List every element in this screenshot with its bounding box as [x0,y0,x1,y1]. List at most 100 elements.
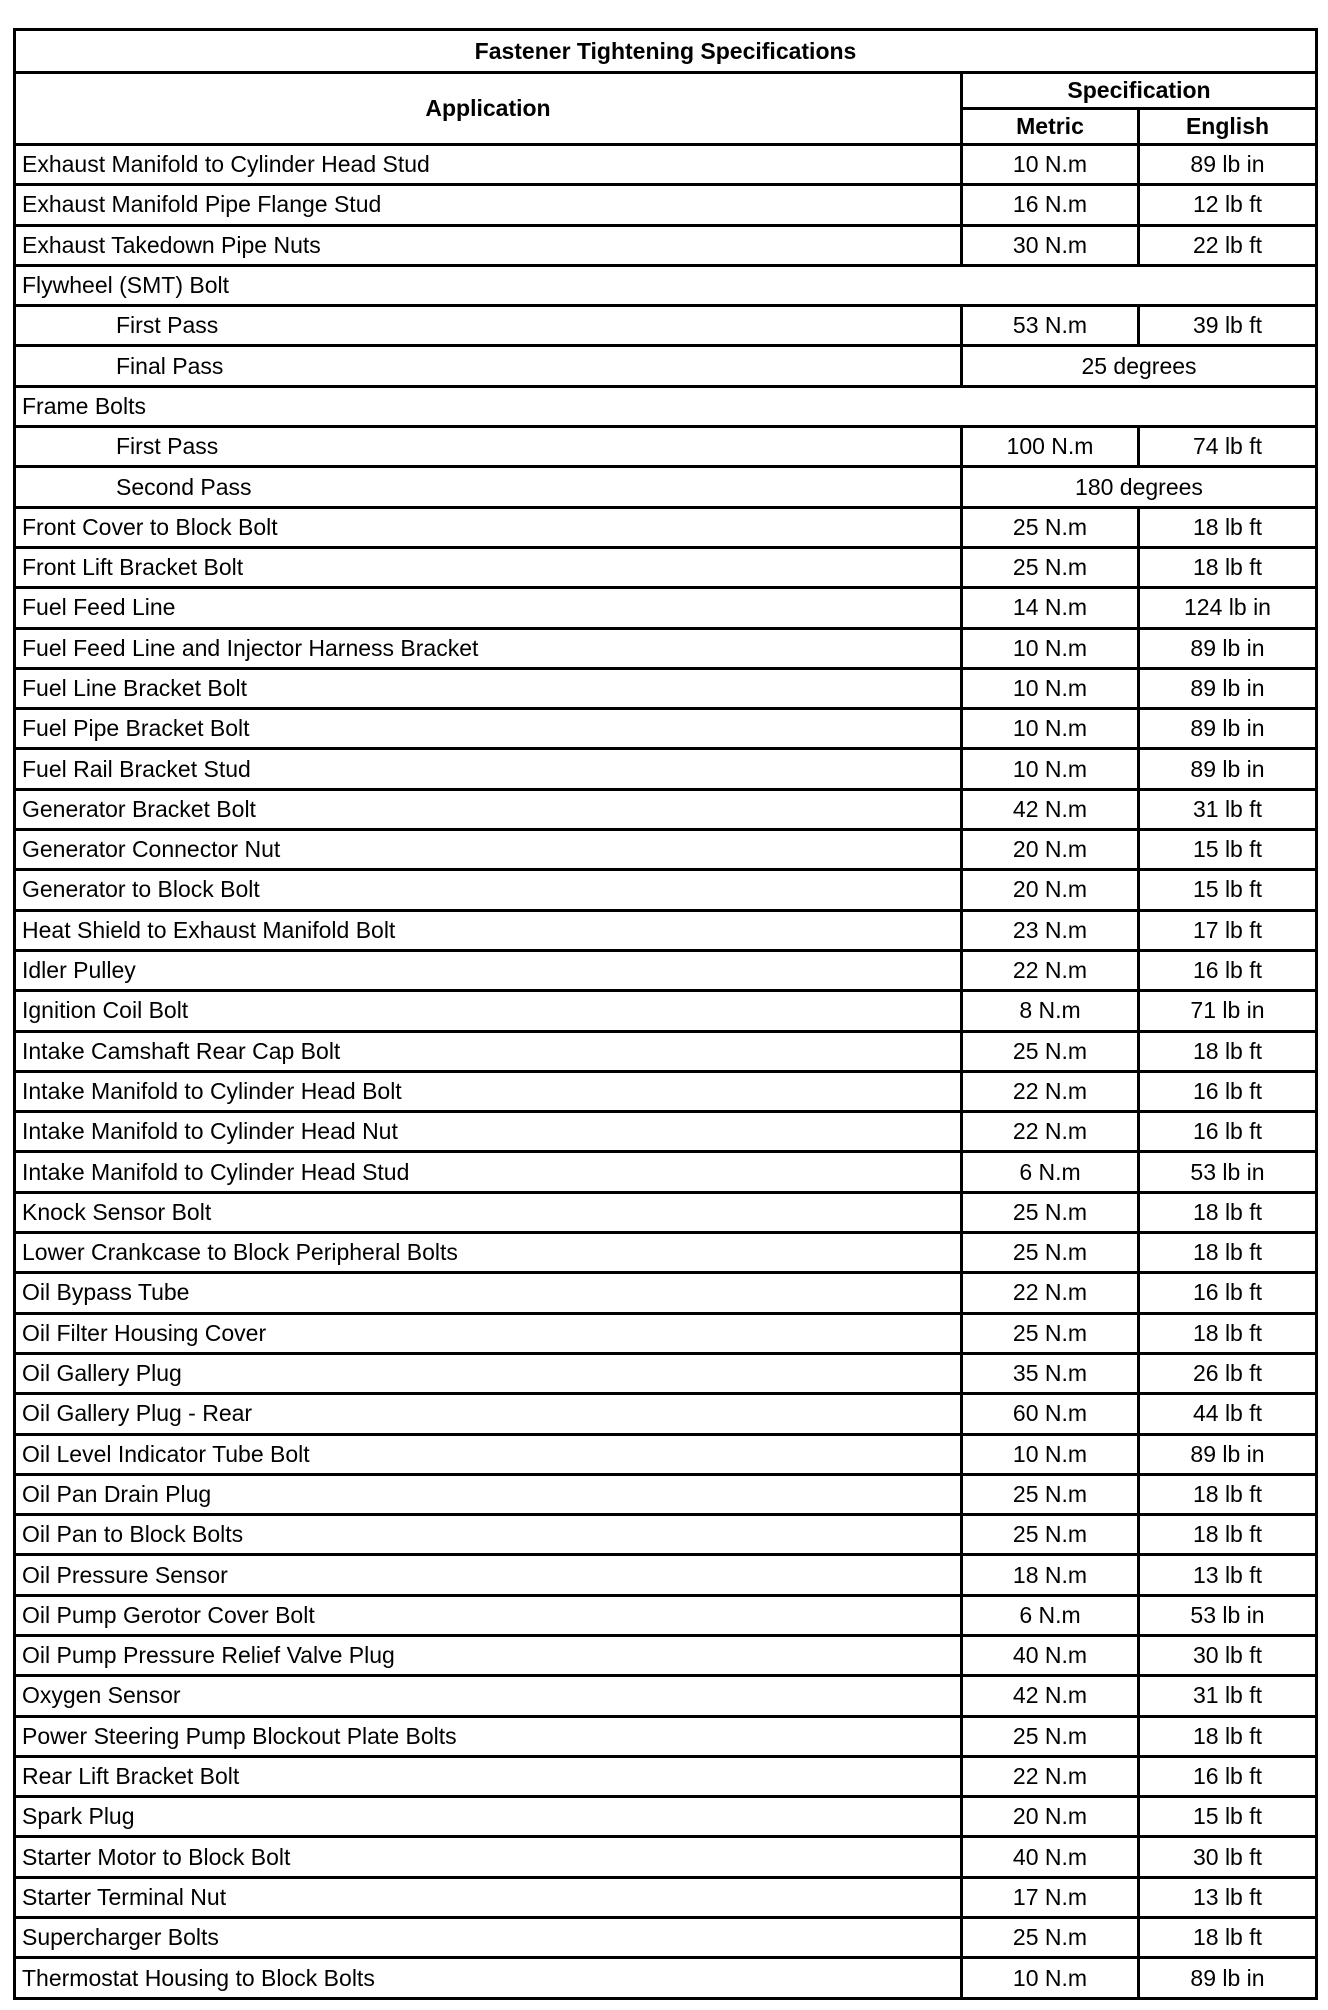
table-row: Exhaust Takedown Pipe Nuts 30 N.m 22 lb ft [13,223,1318,267]
application-cell: Exhaust Manifold Pipe Flange Stud [13,183,963,227]
table-row: Exhaust Manifold Pipe Flange Stud 16 N.m 1… [13,183,1318,227]
english-cell: 30 lb ft [1137,1633,1318,1678]
table-row: Oil Level Indicator Tube Bolt 10 N.m 89 lb… [13,1432,1318,1476]
application-cell: Oil Filter Housing Cover [13,1311,963,1355]
english-cell: 18 lb ft [1137,1472,1318,1517]
application-cell: Front Cover to Block Bolt [13,505,963,549]
metric-cell: 20 N.m [960,828,1140,872]
table-row: Oil Pan to Block Bolts 25 N.m 18 lb ft [13,1513,1318,1557]
english-cell: 89 lb in [1137,626,1318,670]
metric-cell: 10 N.m [960,747,1140,791]
metric-cell: 25 N.m [960,1916,1140,1960]
english-cell: 18 lb ft [1137,1190,1318,1235]
table-row: Front Lift Bracket Bolt 25 N.m 18 lb ft [13,545,1318,590]
english-cell: 22 lb ft [1137,223,1318,267]
table-row: Spark Plug 20 N.m 15 lb ft [13,1795,1318,1839]
english-cell: 16 lb ft [1137,1754,1318,1799]
application-cell: Rear Lift Bracket Bolt [13,1754,963,1799]
english-cell: 44 lb ft [1137,1392,1318,1436]
application-cell: Oil Gallery Plug [13,1351,963,1396]
english-cell: 16 lb ft [1137,1110,1318,1154]
table-row: Starter Motor to Block Bolt 40 N.m 30 lb f… [13,1835,1318,1879]
english-cell: 18 lb ft [1137,1231,1318,1275]
english-cell: 124 lb in [1137,586,1318,630]
english-cell: 39 lb ft [1137,304,1318,348]
header-specification: Specification [960,71,1318,110]
application-cell: Idler Pulley [13,948,963,993]
application-cell: Flywheel (SMT) Bolt [13,263,1318,308]
metric-cell: 25 N.m [960,1029,1140,1073]
application-cell: Fuel Rail Bracket Stud [13,747,963,791]
application-cell: Intake Manifold to Cylinder Head Nut [13,1110,963,1154]
table-row: Fuel Feed Line and Injector Harness Brac… [13,626,1318,670]
application-cell: Oil Pump Gerotor Cover Bolt [13,1593,963,1637]
table-row: Oil Gallery Plug 35 N.m 26 lb ft [13,1351,1318,1396]
table-row: Exhaust Manifold to Cylinder Head Stud 10… [13,142,1318,187]
metric-cell: 40 N.m [960,1633,1140,1678]
table-row: First Pass 53 N.m 39 lb ft [13,304,1318,348]
english-cell: 89 lb in [1137,666,1318,711]
application-cell: Exhaust Manifold to Cylinder Head Stud [13,142,963,187]
metric-cell: 35 N.m [960,1351,1140,1396]
application-cell: Starter Terminal Nut [13,1875,963,1920]
english-cell: 89 lb in [1137,142,1318,187]
metric-cell: 17 N.m [960,1875,1140,1920]
header-application: Application [13,71,963,146]
application-cell: Final Pass [13,344,963,388]
english-cell: 53 lb in [1137,1150,1318,1194]
english-cell: 89 lb in [1137,1956,1318,2000]
table-row: Oil Pressure Sensor 18 N.m 13 lb ft [13,1553,1318,1597]
english-cell: 18 lb ft [1137,1916,1318,1960]
table-row: Fuel Feed Line 14 N.m 124 lb in [13,586,1318,630]
english-cell: 31 lb ft [1137,787,1318,832]
header-metric: Metric [960,107,1140,146]
application-cell: Fuel Feed Line and Injector Harness Brac… [13,626,963,670]
english-cell: 30 lb ft [1137,1835,1318,1879]
table-row: Flywheel (SMT) Bolt [13,263,1318,308]
table-row: Ignition Coil Bolt 8 N.m 71 lb in [13,989,1318,1033]
table-row: Frame Bolts [13,384,1318,429]
table-row: Oil Pump Pressure Relief Valve Plug 40 N.… [13,1633,1318,1678]
metric-cell: 53 N.m [960,304,1140,348]
metric-cell: 30 N.m [960,223,1140,267]
table-row: Idler Pulley 22 N.m 16 lb ft [13,948,1318,993]
application-cell: Ignition Coil Bolt [13,989,963,1033]
english-cell: 89 lb in [1137,1432,1318,1476]
metric-cell: 42 N.m [960,1674,1140,1718]
metric-cell: 22 N.m [960,1110,1140,1154]
english-cell: 18 lb ft [1137,545,1318,590]
english-cell: 71 lb in [1137,989,1318,1033]
table-row: Oil Pump Gerotor Cover Bolt 6 N.m 53 lb in [13,1593,1318,1637]
metric-cell: 100 N.m [960,425,1140,469]
table-row: Oil Pan Drain Plug 25 N.m 18 lb ft [13,1472,1318,1517]
application-cell: Fuel Feed Line [13,586,963,630]
metric-cell: 6 N.m [960,1150,1140,1194]
english-cell: 16 lb ft [1137,948,1318,993]
metric-cell: 25 N.m [960,1311,1140,1355]
table-row: Lower Crankcase to Block Peripheral Bolt… [13,1231,1318,1275]
metric-cell: 16 N.m [960,183,1140,227]
table-row: Generator Bracket Bolt 42 N.m 31 lb ft [13,787,1318,832]
table-title: Fastener Tightening Specifications [13,28,1318,74]
english-cell: 53 lb in [1137,1593,1318,1637]
table-row: Oxygen Sensor 42 N.m 31 lb ft [13,1674,1318,1718]
table-row: Fuel Line Bracket Bolt 10 N.m 89 lb in [13,666,1318,711]
table-row: Intake Manifold to Cylinder Head Bolt 22 … [13,1069,1318,1114]
table-row: Oil Filter Housing Cover 25 N.m 18 lb ft [13,1311,1318,1355]
metric-cell: 22 N.m [960,948,1140,993]
metric-cell: 25 N.m [960,1513,1140,1557]
application-cell: Intake Manifold to Cylinder Head Bolt [13,1069,963,1114]
application-cell: Second Pass [13,465,963,509]
metric-cell: 8 N.m [960,989,1140,1033]
application-cell: Oil Pump Pressure Relief Valve Plug [13,1633,963,1678]
english-cell: 15 lb ft [1137,868,1318,912]
table-row: Second Pass 180 degrees [13,465,1318,509]
metric-cell: 20 N.m [960,868,1140,912]
table-body: Exhaust Manifold to Cylinder Head Stud 10… [13,142,1318,2000]
table-row: Generator to Block Bolt 20 N.m 15 lb ft [13,868,1318,912]
application-cell: Heat Shield to Exhaust Manifold Bolt [13,908,963,952]
table-row: Intake Camshaft Rear Cap Bolt 25 N.m 18 lb… [13,1029,1318,1073]
table-row: Rear Lift Bracket Bolt 22 N.m 16 lb ft [13,1754,1318,1799]
metric-cell: 18 N.m [960,1553,1140,1597]
metric-cell: 25 N.m [960,505,1140,549]
